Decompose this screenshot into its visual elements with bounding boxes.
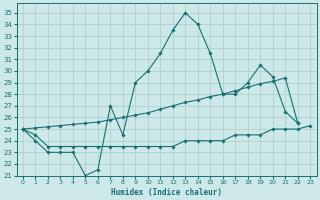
X-axis label: Humidex (Indice chaleur): Humidex (Indice chaleur) bbox=[111, 188, 222, 197]
